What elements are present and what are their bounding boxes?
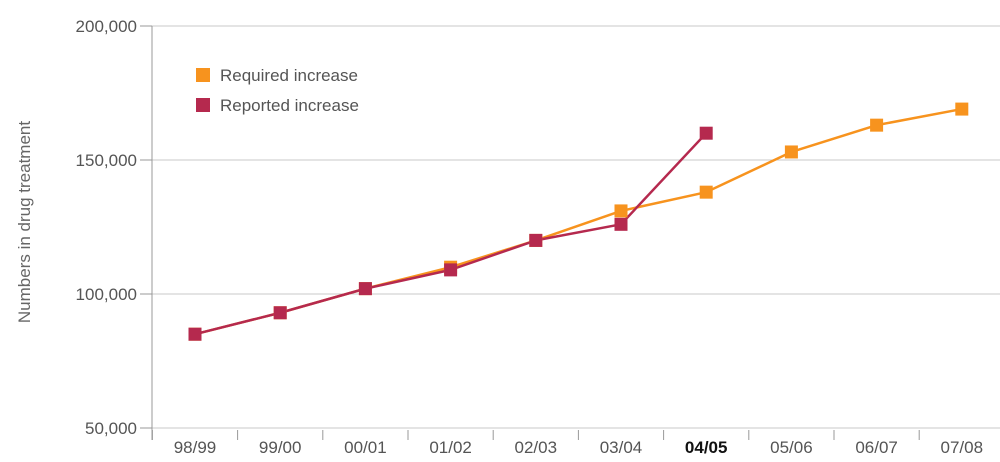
data-point-reported bbox=[444, 263, 458, 277]
series-markers bbox=[188, 102, 969, 341]
x-tick-label: 02/03 bbox=[515, 438, 558, 457]
y-tick-label: 100,000 bbox=[76, 285, 137, 304]
x-tick-label: 00/01 bbox=[344, 438, 387, 457]
legend: Required increase Reported increase bbox=[196, 66, 359, 115]
series-line-reported bbox=[194, 132, 708, 336]
axes: 50,000 100,000 150,000 200,000 98/99 99/00 00/… bbox=[76, 17, 984, 457]
data-point-required bbox=[784, 145, 798, 159]
x-tick-label: 99/00 bbox=[259, 438, 302, 457]
legend-swatch bbox=[196, 68, 210, 82]
data-point-reported bbox=[358, 282, 372, 296]
x-tick-label: 04/05 bbox=[685, 438, 728, 457]
y-tick-label: 50,000 bbox=[85, 419, 137, 438]
x-tick-label: 03/04 bbox=[600, 438, 643, 457]
x-tick-label: 98/99 bbox=[174, 438, 217, 457]
data-point-required bbox=[870, 118, 884, 132]
data-point-reported bbox=[614, 217, 628, 231]
x-tick-label: 07/08 bbox=[941, 438, 984, 457]
gridlines bbox=[152, 25, 1000, 429]
x-tick-label: 06/07 bbox=[855, 438, 898, 457]
legend-label: Reported increase bbox=[220, 96, 359, 115]
y-tick-label: 200,000 bbox=[76, 17, 137, 36]
data-point-reported bbox=[699, 126, 713, 140]
series-line-required bbox=[194, 107, 963, 336]
data-point-reported bbox=[273, 306, 287, 320]
legend-label: Required increase bbox=[220, 66, 358, 85]
data-point-required bbox=[955, 102, 969, 116]
y-tick-label: 150,000 bbox=[76, 151, 137, 170]
x-tick-label: 01/02 bbox=[429, 438, 472, 457]
data-point-required bbox=[699, 185, 713, 199]
data-point-reported bbox=[188, 327, 202, 341]
legend-swatch bbox=[196, 98, 210, 112]
x-tick-label: 05/06 bbox=[770, 438, 813, 457]
data-point-required bbox=[614, 204, 628, 218]
data-point-reported bbox=[529, 233, 543, 247]
y-axis-title: Numbers in drug treatment bbox=[15, 121, 34, 323]
series-lines bbox=[194, 107, 963, 336]
